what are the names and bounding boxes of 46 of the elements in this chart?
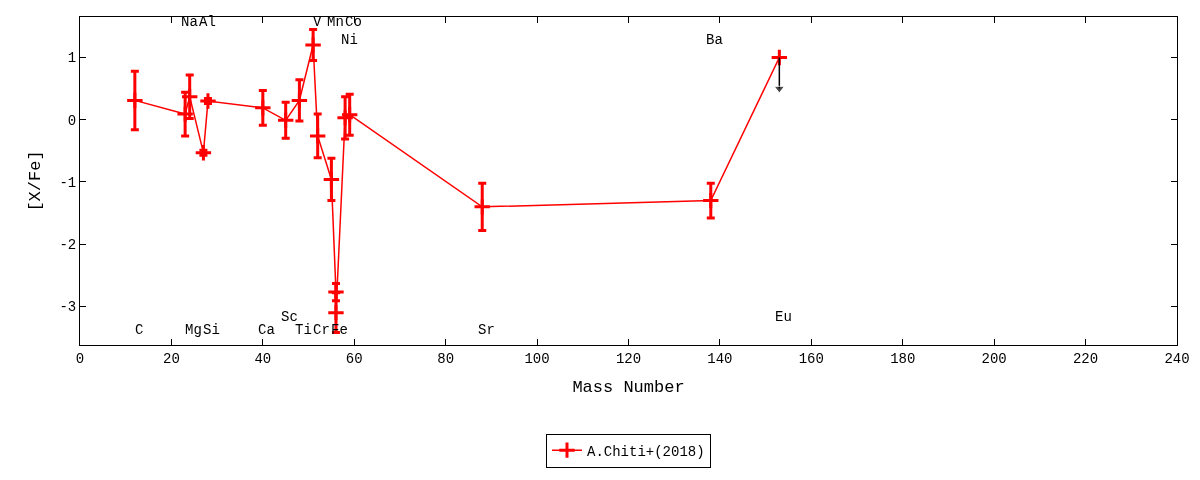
annotation: Ni bbox=[341, 32, 358, 48]
y-tick-label: -1 bbox=[59, 174, 77, 191]
y-axis-title: [X/Fe] bbox=[25, 150, 45, 212]
point bbox=[125, 91, 145, 110]
annotation: Ca bbox=[258, 322, 275, 338]
point bbox=[340, 105, 359, 124]
point bbox=[701, 191, 720, 210]
point bbox=[303, 35, 323, 55]
x-tick-label: 240 bbox=[1164, 350, 1190, 367]
point bbox=[253, 98, 273, 118]
x-tick-label: 200 bbox=[981, 350, 1007, 367]
y-tick-label: 1 bbox=[67, 50, 77, 67]
x-tick-label: 80 bbox=[437, 350, 455, 367]
annotation: Sc bbox=[281, 309, 298, 325]
annotation: Ti bbox=[295, 322, 312, 338]
annotation: C bbox=[135, 322, 144, 338]
annotation: Sr bbox=[478, 322, 495, 338]
point bbox=[335, 108, 355, 128]
x-tick-label: 120 bbox=[615, 350, 642, 367]
y-tick-label: -3 bbox=[59, 299, 77, 316]
point bbox=[276, 111, 295, 130]
point bbox=[198, 91, 218, 111]
x-tick-label: 180 bbox=[890, 350, 916, 367]
annotation: Cr bbox=[313, 322, 330, 338]
x-tick-label: 100 bbox=[524, 350, 550, 367]
annotation: Mg bbox=[185, 322, 202, 338]
annotation: Ba bbox=[706, 32, 723, 48]
x-tick-label: 60 bbox=[345, 350, 363, 367]
point bbox=[473, 197, 492, 217]
point bbox=[326, 303, 346, 322]
annotation: Eu bbox=[775, 309, 792, 325]
x-tick-label: 20 bbox=[163, 350, 180, 367]
x-tick-label: 40 bbox=[254, 350, 272, 367]
x-tick-label: 220 bbox=[1072, 350, 1099, 367]
legend-label: A.Chiti+(2018) bbox=[587, 443, 705, 460]
y-tick-label: 0 bbox=[67, 112, 77, 129]
annotation: Si bbox=[203, 322, 220, 338]
point bbox=[290, 91, 309, 110]
point bbox=[194, 143, 213, 162]
point bbox=[175, 104, 195, 124]
y-tick-label: -2 bbox=[59, 237, 77, 254]
x-axis-title: Mass Number bbox=[572, 378, 685, 398]
point bbox=[308, 126, 327, 146]
x-tick-label: 160 bbox=[798, 350, 824, 367]
x-tick-label: 140 bbox=[707, 350, 733, 367]
point bbox=[322, 170, 341, 189]
